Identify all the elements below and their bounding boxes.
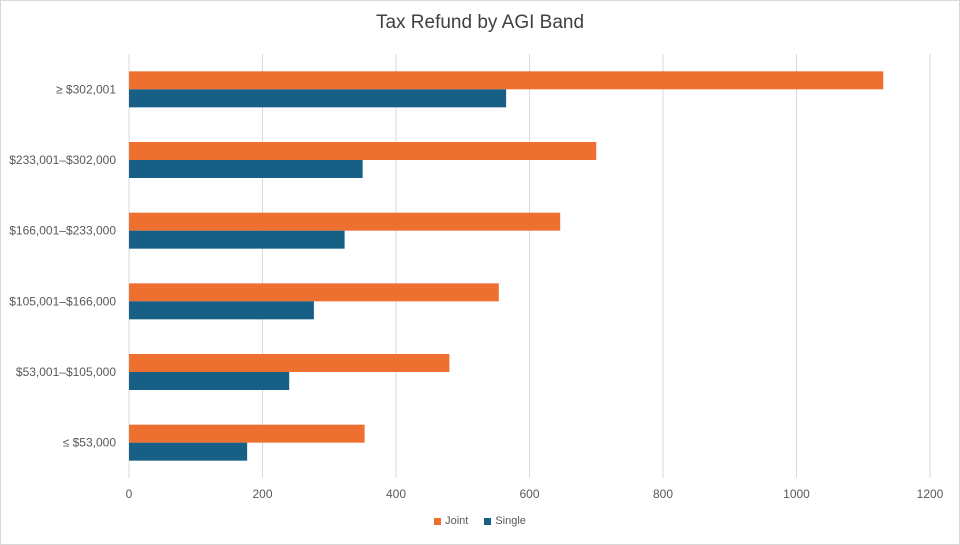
y-category-label: $53,001–$105,000 <box>16 365 116 379</box>
chart-title: Tax Refund by AGI Band <box>375 12 585 33</box>
bar-single-5 <box>129 89 507 108</box>
x-tick-label: 200 <box>252 487 272 501</box>
legend-item-joint: Joint <box>434 515 468 527</box>
bar-single-3 <box>129 230 345 249</box>
x-tick-label: 400 <box>386 487 406 501</box>
y-category-label: $105,001–$166,000 <box>9 294 116 308</box>
bar-single-2 <box>129 301 314 320</box>
x-tick-label: 600 <box>519 487 539 501</box>
y-category-label: ≥ $302,001 <box>56 82 116 96</box>
bar-joint-0 <box>129 424 365 443</box>
gridlines <box>128 54 931 478</box>
legend-label-single: Single <box>495 515 526 527</box>
bars <box>129 71 884 461</box>
bar-joint-5 <box>129 71 884 90</box>
x-tick-label: 0 <box>126 487 133 501</box>
legend-item-single: Single <box>484 515 526 527</box>
bar-single-4 <box>129 160 363 178</box>
bar-joint-3 <box>129 212 561 231</box>
y-category-label: $233,001–$302,000 <box>9 153 116 167</box>
bar-joint-2 <box>129 283 499 302</box>
bar-single-0 <box>129 442 248 461</box>
legend-swatch-single <box>484 517 492 525</box>
x-tick-label: 1000 <box>783 487 810 501</box>
axis-labels: 0 200 400 600 800 1000 1200 ≤ $53,000 $53,001–$1… <box>9 82 943 501</box>
x-tick-label: 1200 <box>917 487 944 501</box>
y-category-label: ≤ $53,000 <box>63 436 117 450</box>
legend-label-joint: Joint <box>445 515 469 527</box>
x-tick-label: 800 <box>653 487 673 501</box>
legend-swatch-joint <box>434 517 442 525</box>
bar-joint-4 <box>129 142 597 160</box>
bar-single-1 <box>129 372 290 390</box>
bar-joint-1 <box>129 354 450 372</box>
legend: Joint Single <box>0 515 960 527</box>
y-category-label: $166,001–$233,000 <box>9 224 116 238</box>
